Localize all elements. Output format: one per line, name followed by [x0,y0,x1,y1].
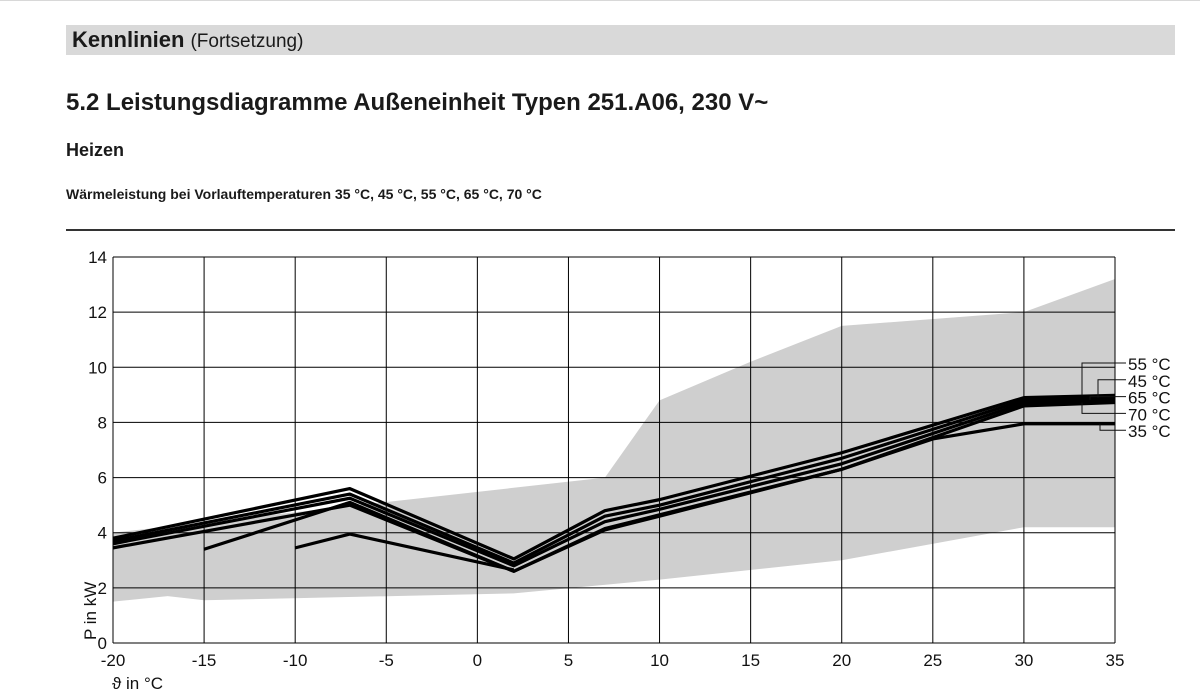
y-tick-label-0: 0 [98,634,107,653]
legend-leader-3 [1081,402,1126,414]
legend-leader-4 [1099,423,1126,431]
banner-title: Kennlinien (Fortsetzung) [72,27,303,53]
series-line-45 [112,396,1116,565]
legend-layer: 55 °C45 °C65 °C70 °C35 °C [1081,355,1171,441]
operating-range-band [113,279,1115,602]
legend-label-70: 70 °C [1128,405,1171,424]
banner-subtitle: (Fortsetzung) [190,31,304,52]
page-title: 5.2 Leistungsdiagramme Außeneinheit Type… [66,89,769,116]
y-tick-label-2: 4 [98,524,107,543]
series-line-65 [112,398,1116,568]
x-tick-label-6: 10 [650,651,669,670]
subsection-title: Heizen [66,140,125,160]
x-tick-label-3: -5 [379,651,394,670]
range-band-layer [113,279,1115,602]
legend-label-55: 55 °C [1128,355,1171,374]
caption-rule [66,229,1175,231]
top-rule [0,0,1200,1]
y-axis-label: P in kW [81,582,100,640]
y-tick-label-7: 14 [88,248,107,267]
legend-leader-1 [1097,379,1126,398]
legend-leader-0 [1081,362,1126,396]
tick-label-layer: -20 -15 -10 -5 0 5 10 15 20 25 30 35 0 2 4 6 8 10 12 14 [88,248,1124,670]
series-line-55 [112,393,1116,561]
x-axis-label: ϑ in °C [112,674,163,693]
series-line-partload [294,532,515,572]
x-tick-label-4: 0 [473,651,482,670]
grid-layer [112,256,1116,644]
legend-label-45: 45 °C [1128,372,1171,391]
y-tick-label-6: 12 [88,303,107,322]
x-tick-label-0: -20 [101,651,126,670]
x-tick-label-7: 15 [741,651,760,670]
chart-caption: Wärmeleistung bei Vorlauftemperaturen 35… [66,186,542,202]
section-banner: Kennlinien (Fortsetzung) [66,25,1175,55]
y-tick-label-4: 8 [98,413,107,432]
x-tick-label-9: 25 [923,651,942,670]
x-tick-label-5: 5 [564,651,573,670]
x-tick-label-2: -10 [283,651,308,670]
x-tick-label-1: -15 [192,651,217,670]
y-tick-label-1: 2 [98,579,107,598]
series-line-35 [203,422,1115,573]
y-tick-label-3: 6 [98,469,107,488]
x-tick-label-8: 20 [832,651,851,670]
banner-title-text: Kennlinien [72,27,185,52]
x-tick-label-10: 30 [1014,651,1033,670]
y-tick-label-5: 10 [88,358,107,377]
legend-label-35: 35 °C [1128,422,1171,441]
legend-label-65: 65 °C [1128,389,1171,408]
legend-leader-2 [1089,396,1126,400]
series-layer [112,393,1116,573]
x-tick-label-11: 35 [1106,651,1125,670]
